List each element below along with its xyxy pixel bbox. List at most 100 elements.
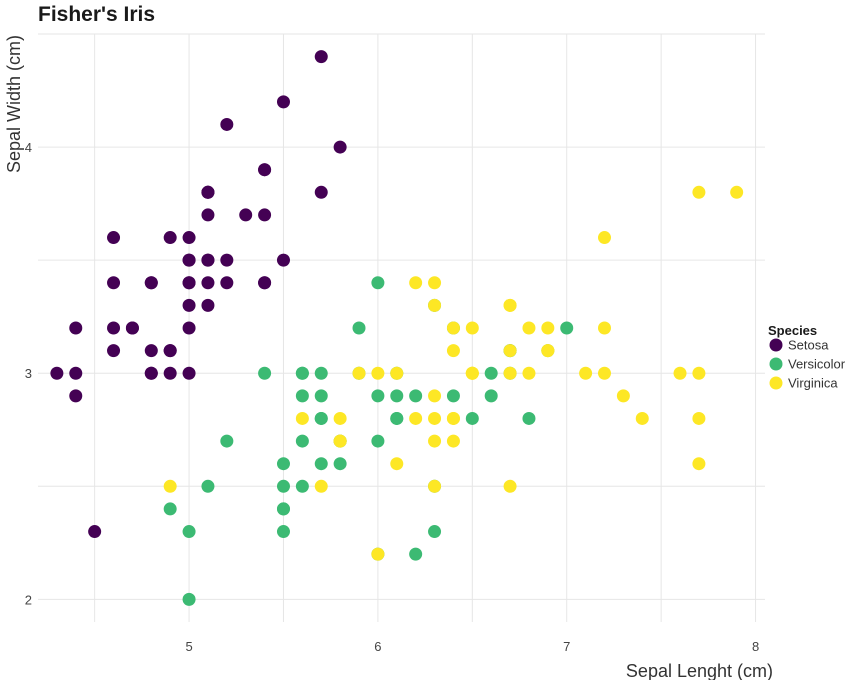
- data-point: [125, 321, 139, 335]
- data-point: [390, 389, 404, 403]
- data-point: [692, 185, 706, 199]
- data-point: [314, 366, 328, 380]
- data-point: [597, 366, 611, 380]
- data-point: [371, 276, 385, 290]
- data-point: [182, 592, 196, 606]
- data-point: [692, 411, 706, 425]
- data-point: [163, 231, 177, 245]
- data-point: [390, 411, 404, 425]
- data-point: [409, 389, 423, 403]
- legend-label-versicolor: Versicolor: [788, 357, 846, 372]
- x-tick-label: 5: [185, 639, 192, 654]
- data-point: [50, 366, 64, 380]
- data-point: [390, 366, 404, 380]
- data-point: [295, 434, 309, 448]
- data-point: [352, 321, 366, 335]
- data-point: [692, 457, 706, 471]
- data-point: [107, 344, 121, 358]
- y-axis-title: Sepal Width (cm): [4, 35, 24, 173]
- data-point: [446, 321, 460, 335]
- data-point: [314, 411, 328, 425]
- data-points: [50, 50, 744, 606]
- data-point: [295, 389, 309, 403]
- data-point: [314, 50, 328, 64]
- legend-title: Species: [768, 323, 817, 338]
- data-point: [409, 411, 423, 425]
- data-point: [428, 411, 442, 425]
- data-point: [522, 411, 536, 425]
- series-versicolor: [163, 276, 574, 606]
- data-point: [276, 253, 290, 267]
- legend-key-setosa: [769, 338, 783, 352]
- data-point: [635, 411, 649, 425]
- data-point: [503, 479, 517, 493]
- data-point: [428, 298, 442, 312]
- data-point: [371, 389, 385, 403]
- data-point: [107, 276, 121, 290]
- data-point: [276, 525, 290, 539]
- data-point: [409, 547, 423, 561]
- x-tick-label: 7: [563, 639, 570, 654]
- data-point: [295, 479, 309, 493]
- data-point: [428, 389, 442, 403]
- x-axis-title: Sepal Lenght (cm): [626, 661, 773, 680]
- data-point: [446, 434, 460, 448]
- data-point: [144, 344, 158, 358]
- legend-label-virginica: Virginica: [788, 376, 838, 391]
- data-point: [333, 411, 347, 425]
- data-point: [220, 253, 234, 267]
- y-tick-label: 4: [25, 140, 32, 155]
- tick-labels: 5 6 7 8 2 3 4: [25, 140, 759, 654]
- data-point: [69, 389, 83, 403]
- data-point: [522, 321, 536, 335]
- data-point: [163, 366, 177, 380]
- data-point: [107, 321, 121, 335]
- data-point: [503, 298, 517, 312]
- legend-key-virginica: [769, 376, 783, 390]
- data-point: [201, 298, 215, 312]
- data-point: [333, 434, 347, 448]
- series-setosa: [50, 50, 347, 539]
- x-tick-label: 6: [374, 639, 381, 654]
- y-tick-label: 3: [25, 366, 32, 381]
- data-point: [258, 276, 272, 290]
- data-point: [390, 457, 404, 471]
- data-point: [258, 163, 272, 177]
- series-virginica: [163, 185, 744, 561]
- data-point: [503, 366, 517, 380]
- data-point: [88, 525, 102, 539]
- data-point: [560, 321, 574, 335]
- data-point: [220, 117, 234, 131]
- data-point: [201, 208, 215, 222]
- data-point: [522, 366, 536, 380]
- data-point: [295, 366, 309, 380]
- data-point: [107, 231, 121, 245]
- legend-label-setosa: Setosa: [788, 338, 829, 353]
- data-point: [446, 411, 460, 425]
- data-point: [182, 298, 196, 312]
- data-point: [220, 434, 234, 448]
- data-point: [201, 185, 215, 199]
- y-tick-label: 2: [25, 592, 32, 607]
- data-point: [428, 525, 442, 539]
- data-point: [69, 321, 83, 335]
- data-point: [182, 321, 196, 335]
- data-point: [201, 253, 215, 267]
- data-point: [182, 231, 196, 245]
- data-point: [465, 321, 479, 335]
- data-point: [144, 366, 158, 380]
- data-point: [371, 547, 385, 561]
- data-point: [428, 276, 442, 290]
- data-point: [69, 366, 83, 380]
- data-point: [352, 366, 366, 380]
- x-tick-label: 8: [752, 639, 759, 654]
- data-point: [409, 276, 423, 290]
- data-point: [182, 276, 196, 290]
- data-point: [465, 411, 479, 425]
- data-point: [692, 366, 706, 380]
- data-point: [314, 185, 328, 199]
- data-point: [182, 525, 196, 539]
- data-point: [163, 502, 177, 516]
- legend: Species Setosa Versicolor Virginica: [768, 323, 846, 391]
